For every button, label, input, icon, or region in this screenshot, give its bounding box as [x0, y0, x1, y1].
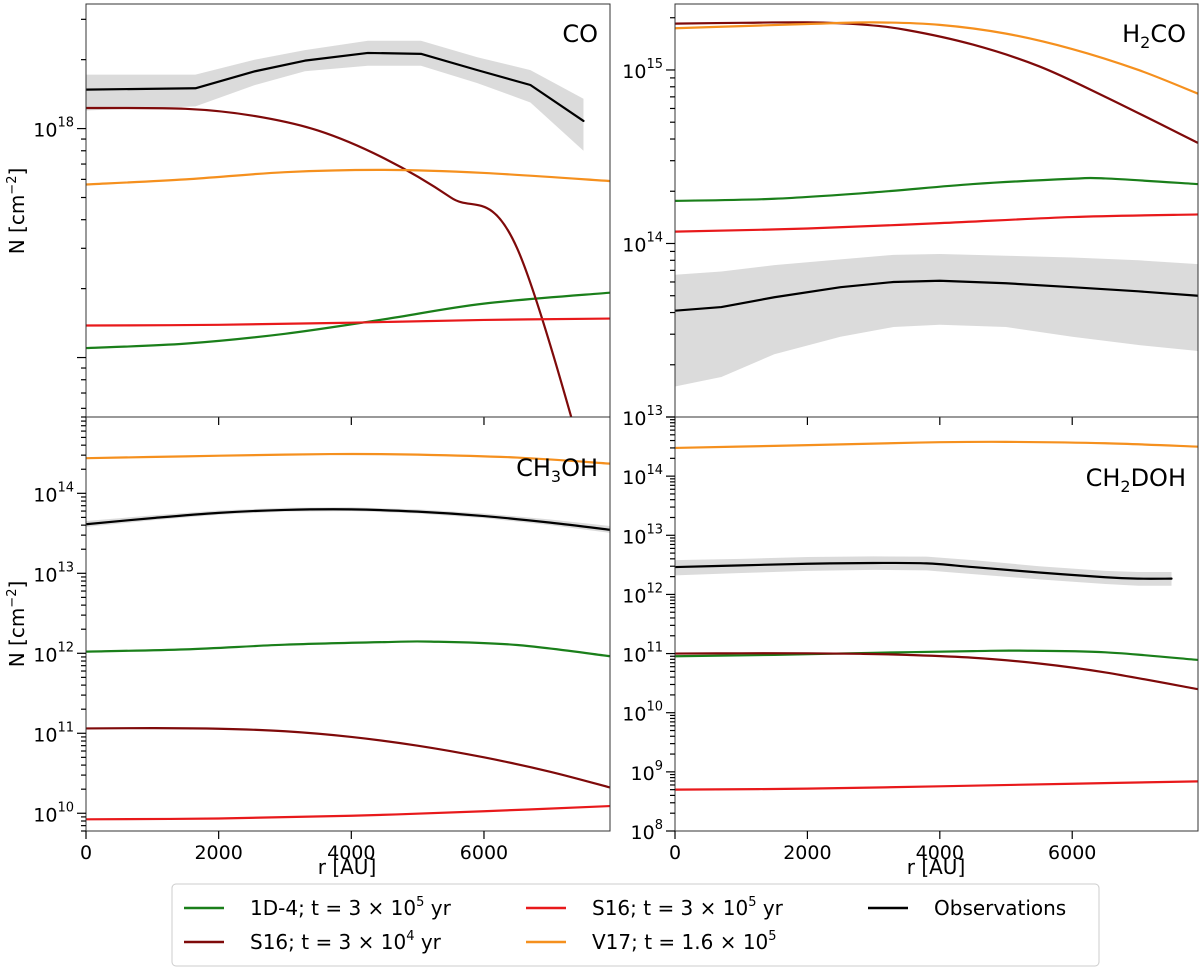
plot-area: [86, 40, 610, 417]
x-axis-labels: r [AU] r [AU]: [318, 855, 966, 879]
y-tick-label: 1012: [33, 640, 74, 666]
y-tick-label: 1015: [622, 57, 663, 83]
series-line-1d-4-t-3-10-5-yr: [675, 649, 1198, 662]
panel-co: 1018 CO: [33, 3, 611, 425]
series-line-s16-t-3-10-5-yr: [675, 213, 1198, 233]
series-line-1d-4-t-3-10-5-yr: [675, 176, 1198, 202]
legend-label: 1D-4; t = 3 × 105 yr: [250, 895, 452, 920]
series-line-v17-t-1-6-10-5: [86, 452, 610, 465]
panel-ch3oh: 0 2000 4000 6000 1010 1011 1012 1013 1014 CH3OH: [33, 416, 611, 864]
axes-frame: [85, 416, 611, 832]
y-tick-label: 108: [631, 818, 663, 844]
x-tick-label: 2000: [783, 842, 831, 864]
series-line-observations: [675, 279, 1198, 312]
series-line-s16-t-3-10-4-yr: [86, 106, 573, 417]
y-tick-label: 1010: [33, 800, 74, 826]
legend-label: S16; t = 3 × 105 yr: [592, 895, 784, 920]
series-line-v17-t-1-6-10-5: [675, 440, 1198, 450]
x-axis-label-left: r [AU]: [318, 855, 377, 879]
x-tick-label: 2000: [194, 842, 242, 864]
observations-uncertainty-band: [86, 40, 584, 151]
y-tick-label: 1018: [33, 116, 74, 142]
y-axis-labels: N [cm−2] N [cm−2]: [5, 168, 29, 668]
observations-uncertainty-band: [675, 253, 1198, 387]
panel-ch2doh: 0 2000 4000 6000 108 109 1010 1011 1012 1013 1014 C…: [622, 416, 1199, 864]
y-tick-label: 1014: [622, 230, 663, 256]
legend-frame: [171, 883, 1100, 967]
panel-title: CH3OH: [516, 454, 598, 486]
legend-label: Observations: [934, 896, 1066, 920]
series-line-1d-4-t-3-10-5-yr: [86, 640, 610, 658]
observations-uncertainty-band: [675, 556, 1172, 586]
x-tick-label: 0: [669, 842, 681, 864]
series-line-v17-t-1-6-10-5: [86, 168, 610, 186]
axes-frame: [674, 416, 1199, 832]
series-line-v17-t-1-6-10-5: [675, 21, 1198, 95]
series-line-observations: [86, 51, 585, 123]
plot-area: [675, 440, 1198, 791]
series-line-s16-t-3-10-5-yr: [86, 317, 610, 327]
panel-title: H2CO: [1122, 20, 1186, 52]
y-tick-label: 1013: [622, 522, 663, 548]
panel-h2co: 1013 1014 1015 H2CO: [622, 3, 1199, 430]
y-tick-label: 1013: [33, 560, 74, 586]
y-axis-label-top: N [cm−2]: [5, 168, 29, 255]
series-line-s16-t-3-10-5-yr: [86, 804, 610, 821]
panel-title: CO: [562, 20, 598, 48]
y-axis-label-bottom: N [cm−2]: [5, 581, 29, 668]
legend-item-1d-4-t-3-10-5-yr: 1D-4; t = 3 × 105 yr: [184, 895, 452, 920]
legend: 1D-4; t = 3 × 105 yr S16; t = 3 × 104 yr S…: [171, 883, 1100, 967]
legend-label: S16; t = 3 × 104 yr: [250, 929, 442, 954]
y-tick-label: 1014: [33, 480, 74, 506]
series-line-s16-t-3-10-4-yr: [86, 727, 610, 789]
series-line-s16-t-3-10-5-yr: [675, 780, 1198, 791]
legend-item-v17-t-1-6-10-5: V17; t = 1.6 × 105: [526, 929, 777, 954]
panel-title: CH2DOH: [1086, 464, 1186, 496]
series-line-s16-t-3-10-4-yr: [675, 21, 1198, 144]
legend-label: V17; t = 1.6 × 105: [592, 929, 777, 954]
legend-item-s16-t-3-10-4-yr: S16; t = 3 × 104 yr: [184, 929, 442, 954]
x-tick-label: 6000: [1048, 842, 1096, 864]
x-tick-label: 4000: [327, 842, 375, 864]
x-axis-label-right: r [AU]: [907, 855, 966, 879]
legend-item-observations: Observations: [868, 896, 1066, 920]
y-tick-label: 109: [631, 759, 663, 785]
y-tick-label: 1011: [622, 641, 663, 667]
y-tick-label: 1010: [622, 700, 663, 726]
panels: 1018 CO 1013 1014 1015 H2CO 0 2000 4000 6000 1010 1…: [33, 3, 1199, 864]
y-tick-label: 1012: [622, 581, 663, 607]
x-tick-label: 0: [80, 842, 92, 864]
series-line-s16-t-3-10-4-yr: [675, 652, 1198, 691]
x-tick-label: 4000: [916, 842, 964, 864]
plot-area: [675, 21, 1198, 387]
series-line-observations: [675, 561, 1173, 580]
y-tick-label: 1013: [622, 404, 663, 430]
series-line-1d-4-t-3-10-5-yr: [86, 291, 610, 350]
legend-item-s16-t-3-10-5-yr: S16; t = 3 × 105 yr: [526, 895, 784, 920]
series-line-observations: [86, 508, 610, 531]
x-tick-label: 6000: [460, 842, 508, 864]
plot-area: [86, 452, 610, 821]
y-tick-label: 1011: [33, 720, 74, 746]
y-tick-label: 1014: [622, 463, 663, 489]
